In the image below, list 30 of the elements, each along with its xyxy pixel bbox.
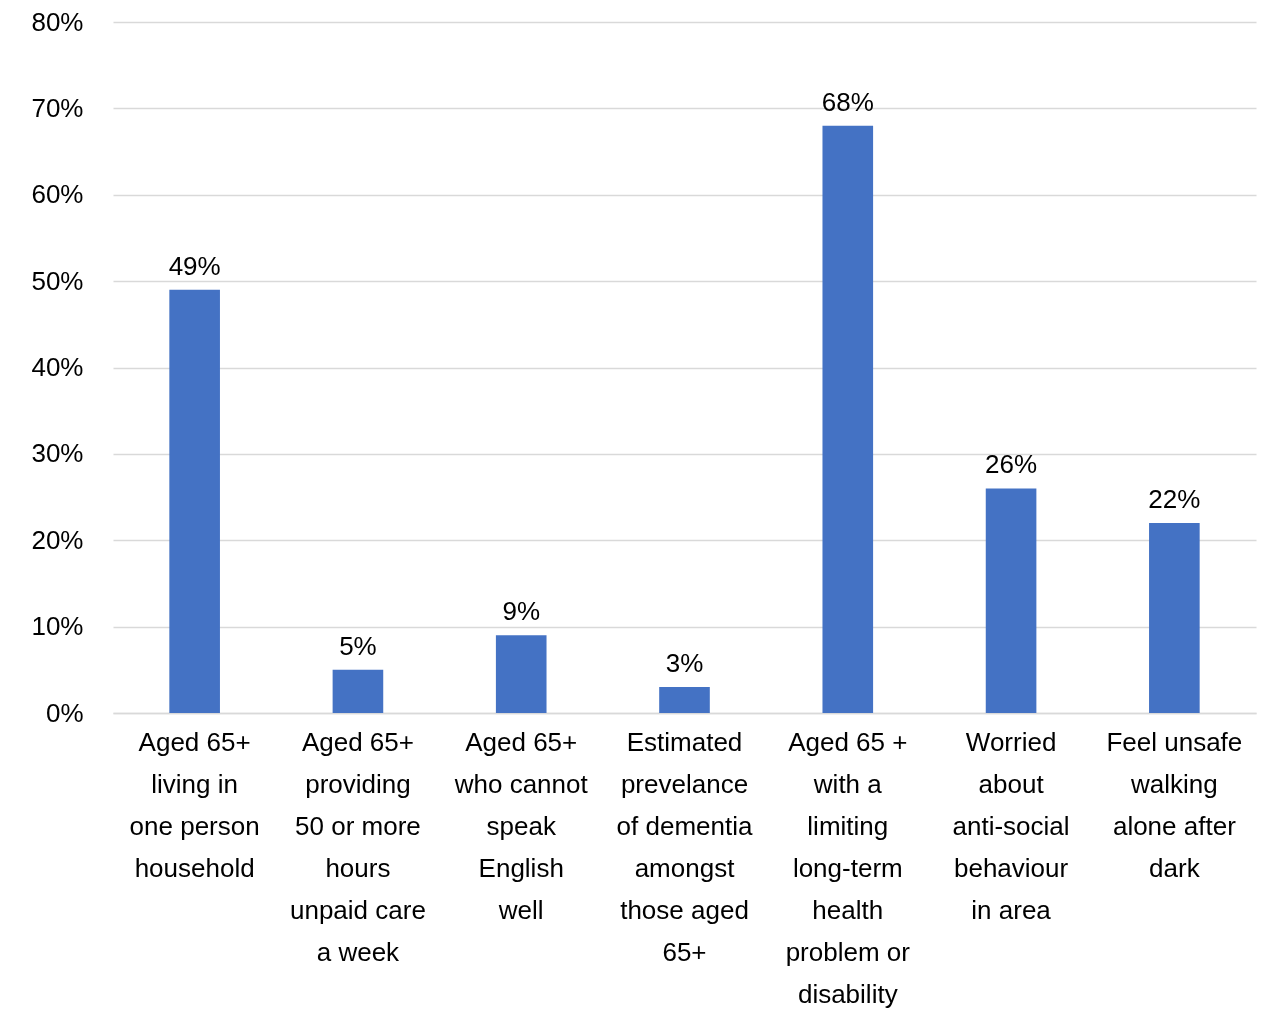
y-tick-label: 30% [31, 438, 84, 469]
bar [659, 687, 710, 713]
y-tick-label: 50% [31, 265, 84, 296]
bar [495, 635, 547, 713]
bar [1149, 522, 1200, 713]
x-tick-label: Feel unsafe walking alone after dark [1106, 726, 1243, 883]
data-label: 22% [1148, 483, 1201, 514]
bar [169, 289, 220, 713]
x-tick-label: Aged 65+ providing 50 or more hours unpaid care a week [289, 726, 426, 967]
x-tick-label: Worried about anti-social behaviour in area [952, 726, 1070, 925]
y-tick-label: 0% [45, 697, 84, 728]
y-tick-label: 60% [31, 179, 84, 210]
data-label: 68% [821, 86, 874, 117]
x-tick-label: Aged 65+ who cannot speak English well [453, 726, 589, 925]
y-tick-label: 80% [31, 6, 84, 37]
bar [332, 669, 384, 713]
x-tick-label: Aged 65+ living in one person household [129, 726, 260, 883]
x-tick-label: Estimated prevelance of dementia amongst those aged 65+ [616, 726, 753, 967]
bar [822, 125, 874, 713]
data-label: 26% [985, 449, 1038, 480]
x-tick-label: Aged 65 + with a limiting long-term health problem or disability [785, 726, 911, 1009]
data-label: 9% [502, 596, 540, 627]
y-tick-label: 20% [31, 524, 84, 555]
data-label: 3% [665, 648, 704, 679]
data-label: 5% [339, 630, 377, 661]
y-tick-label: 10% [31, 611, 84, 642]
y-tick-label: 70% [31, 92, 84, 123]
bar [985, 488, 1037, 713]
y-tick-label: 40% [31, 352, 84, 382]
data-label: 49% [168, 250, 221, 281]
